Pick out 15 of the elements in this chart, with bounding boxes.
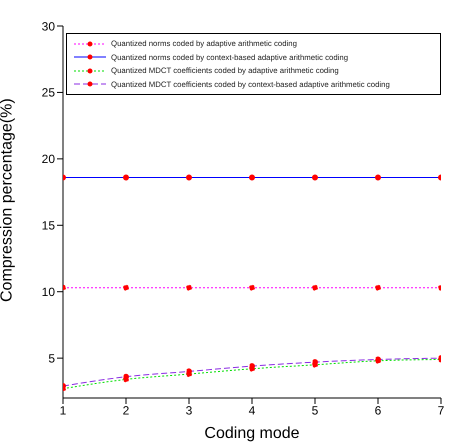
x-tick-label: 5 bbox=[312, 404, 319, 418]
x-axis-title: Coding mode bbox=[204, 425, 300, 442]
x-tick-label: 7 bbox=[438, 404, 445, 418]
x-tick-label: 6 bbox=[374, 404, 382, 418]
y-axis-title: Compression percentage(%) bbox=[0, 98, 16, 302]
x-tick-label: 1 bbox=[60, 404, 67, 418]
y-tick-label: 5 bbox=[48, 351, 56, 366]
y-tick-label: 10 bbox=[42, 284, 56, 299]
x-tick-label: 4 bbox=[248, 404, 256, 418]
y-tick-label: 20 bbox=[42, 152, 56, 166]
y-tick-label: 25 bbox=[42, 86, 56, 100]
y-tick-label: 15 bbox=[42, 218, 56, 233]
y-tick-label: 30 bbox=[42, 19, 56, 34]
x-tick-label: 3 bbox=[186, 404, 193, 418]
x-tick-label: 2 bbox=[122, 404, 130, 418]
